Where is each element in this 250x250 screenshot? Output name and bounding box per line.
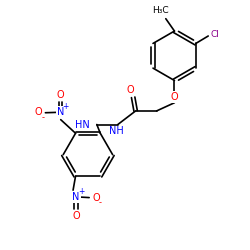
Text: O: O bbox=[171, 92, 178, 102]
Text: +: + bbox=[62, 102, 68, 111]
Text: N: N bbox=[57, 107, 64, 117]
Text: NH: NH bbox=[109, 126, 124, 136]
Text: O: O bbox=[126, 86, 134, 96]
Text: O: O bbox=[92, 193, 100, 203]
Text: -: - bbox=[42, 113, 45, 122]
Text: +: + bbox=[78, 188, 84, 196]
Text: Cl: Cl bbox=[211, 30, 220, 39]
Text: -: - bbox=[99, 198, 102, 207]
Text: N: N bbox=[72, 192, 80, 202]
Text: O: O bbox=[72, 211, 80, 221]
Text: H₃C: H₃C bbox=[152, 6, 169, 15]
Text: O: O bbox=[57, 90, 64, 100]
Text: O: O bbox=[35, 107, 42, 117]
Text: HN: HN bbox=[75, 120, 90, 130]
